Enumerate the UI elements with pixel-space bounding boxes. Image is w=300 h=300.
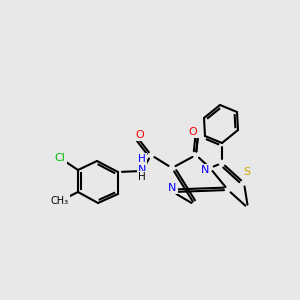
Text: N: N [168, 183, 176, 193]
Text: H
N: H N [138, 154, 146, 176]
Text: O: O [189, 127, 197, 137]
Text: Cl: Cl [55, 153, 65, 163]
Text: CH₃: CH₃ [51, 196, 69, 206]
Text: N: N [138, 165, 146, 175]
Text: H: H [138, 172, 146, 182]
Text: O: O [136, 130, 144, 140]
Text: S: S [243, 167, 250, 177]
Text: N: N [201, 165, 209, 175]
